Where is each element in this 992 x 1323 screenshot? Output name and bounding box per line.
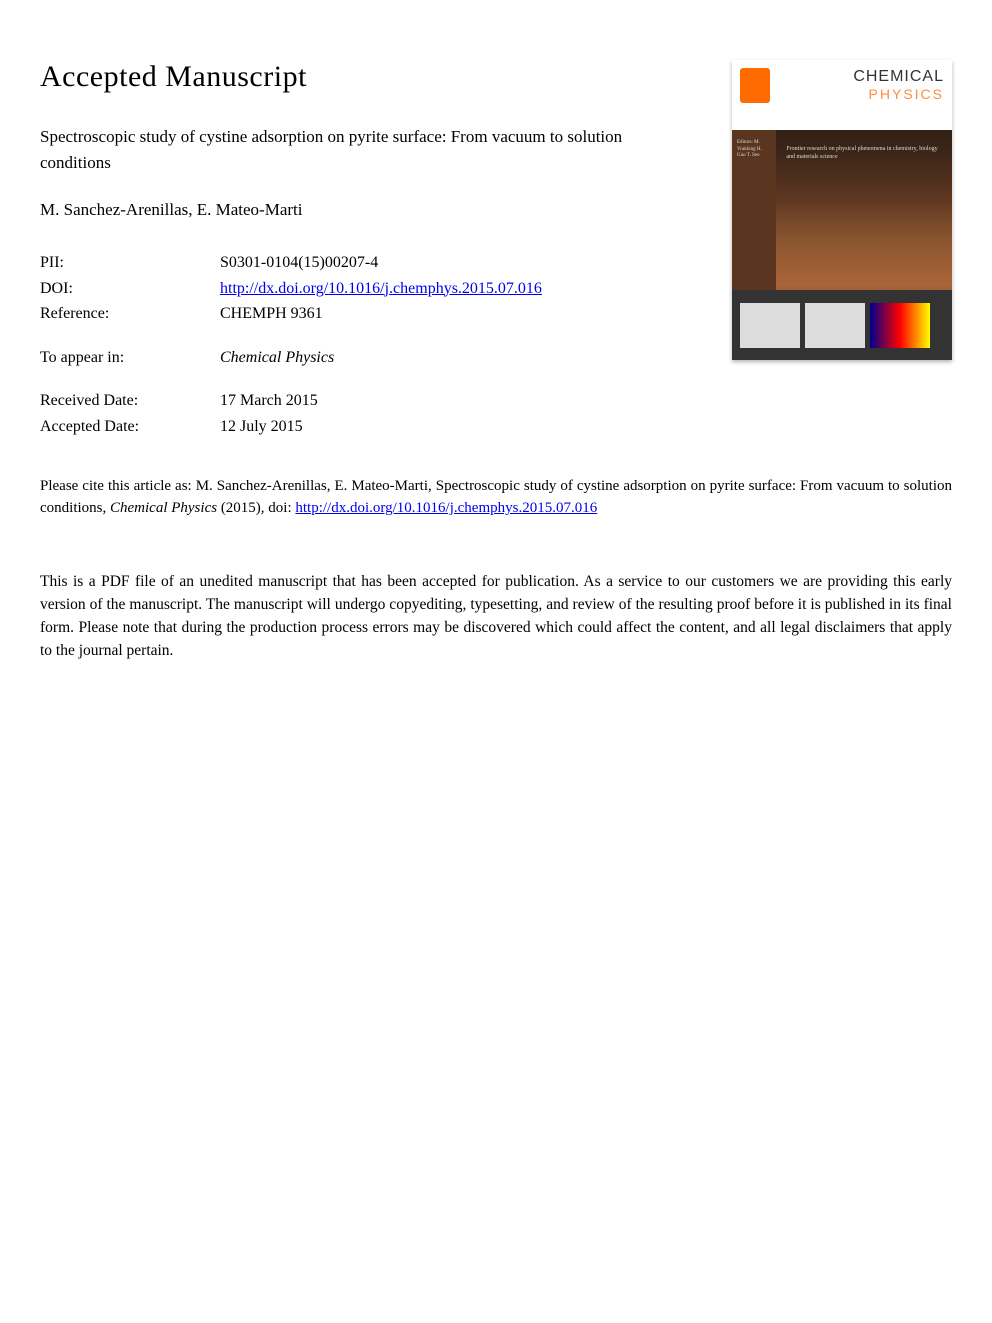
doi-label: DOI:	[40, 276, 220, 302]
page-content: Accepted Manuscript CHEMICAL PHYSICS Edi…	[40, 60, 952, 663]
accepted-label: Accepted Date:	[40, 414, 220, 440]
cover-thumbnails	[732, 290, 952, 360]
cover-header: CHEMICAL PHYSICS	[732, 60, 952, 130]
journal-cover-image: CHEMICAL PHYSICS Editors: M. Vrakking H.…	[732, 60, 952, 360]
cover-thumb-3	[870, 303, 930, 348]
page-heading: Accepted Manuscript	[40, 60, 307, 94]
appear-label: To appear in:	[40, 345, 220, 371]
cover-journal-title: CHEMICAL PHYSICS	[853, 68, 944, 122]
reference-label: Reference:	[40, 301, 220, 327]
disclaimer-text: This is a PDF file of an unedited manusc…	[40, 570, 952, 663]
meta-block-dates: Received Date: 17 March 2015 Accepted Da…	[40, 388, 952, 439]
cover-editors: Editors: M. Vrakking H. Guo T. Seo	[732, 130, 776, 290]
cover-title-line2: PHYSICS	[853, 86, 944, 102]
citation-text: Please cite this article as: M. Sanchez-…	[40, 475, 952, 520]
elsevier-logo-icon	[740, 68, 770, 103]
citation-year: (2015), doi:	[217, 500, 295, 516]
pii-label: PII:	[40, 250, 220, 276]
accepted-value: 12 July 2015	[220, 414, 952, 440]
doi-link[interactable]: http://dx.doi.org/10.1016/j.chemphys.201…	[220, 280, 542, 297]
cover-tagline: Frontier research on physical phenomena …	[776, 130, 952, 290]
meta-row-received: Received Date: 17 March 2015	[40, 388, 952, 414]
cover-thumb-2	[805, 303, 865, 348]
article-title: Spectroscopic study of cystine adsorptio…	[40, 124, 660, 175]
cover-title-line1: CHEMICAL	[853, 68, 944, 86]
citation-doi-link[interactable]: http://dx.doi.org/10.1016/j.chemphys.201…	[295, 500, 597, 516]
received-value: 17 March 2015	[220, 388, 952, 414]
cover-middle: Editors: M. Vrakking H. Guo T. Seo Front…	[732, 130, 952, 290]
citation-journal: Chemical Physics	[110, 500, 217, 516]
cover-thumb-1	[740, 303, 800, 348]
received-label: Received Date:	[40, 388, 220, 414]
meta-row-accepted: Accepted Date: 12 July 2015	[40, 414, 952, 440]
